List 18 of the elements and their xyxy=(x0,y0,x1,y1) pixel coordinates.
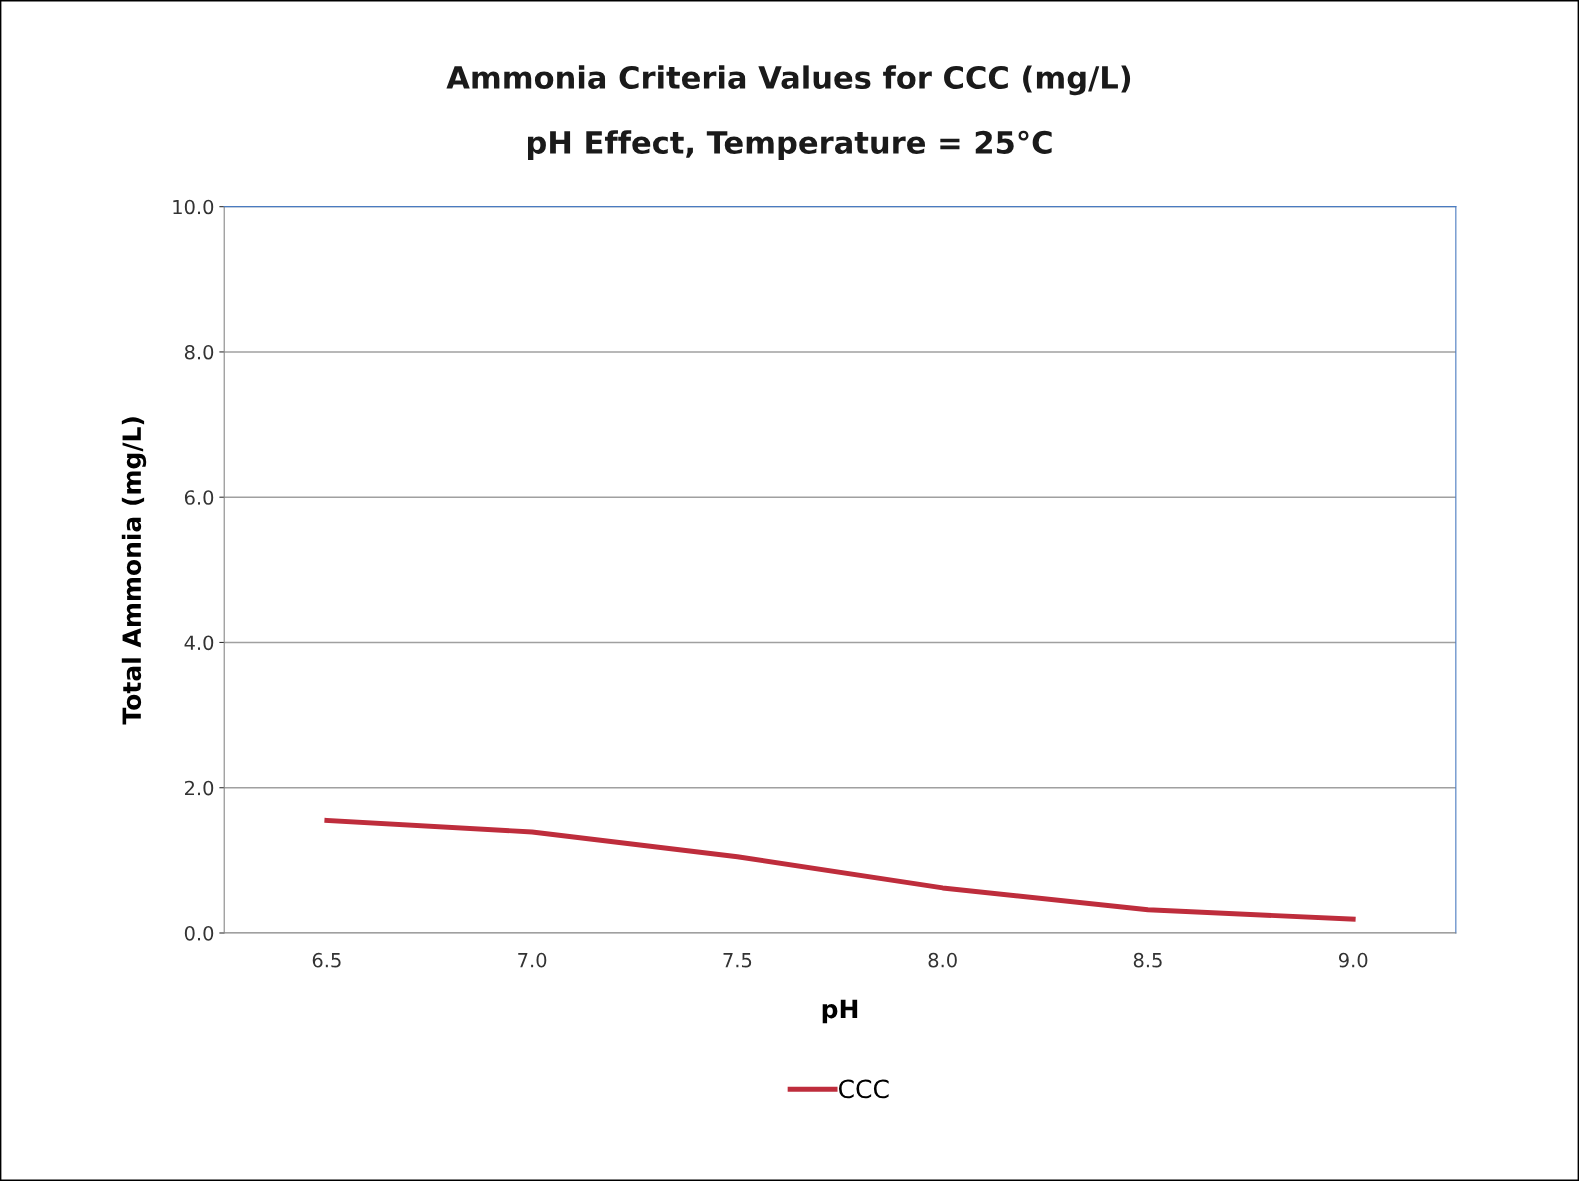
x-tick-label: 9.0 xyxy=(1338,952,1368,968)
y-tick-label: 2.0 xyxy=(185,780,214,796)
line-series xyxy=(324,817,1356,922)
y-axis-title: Total Ammonia (mg/L) xyxy=(121,417,147,725)
x-tick-label: 8.5 xyxy=(1133,952,1162,968)
y-tick-label: 4.0 xyxy=(184,635,214,651)
x-tick-label: 8.0 xyxy=(928,952,957,968)
y-tick-label: 10.0 xyxy=(173,199,214,215)
y-tick-label: 0.0 xyxy=(184,925,214,941)
x-tick-label: 7.0 xyxy=(518,952,547,968)
chart-subtitle: pH Effect, Temperature = 25°C xyxy=(528,130,1052,160)
y-tick-label: 8.0 xyxy=(184,344,214,360)
x-tick-label: 7.5 xyxy=(723,953,752,968)
y-tick-label: 6.0 xyxy=(184,490,214,505)
x-tick-label: 6.5 xyxy=(312,952,341,968)
chart-title: Ammonia Criteria Values for CCC (mg/L) xyxy=(446,65,1131,96)
legend-label: CCC xyxy=(838,1079,889,1099)
x-axis-title: pH xyxy=(822,999,858,1024)
